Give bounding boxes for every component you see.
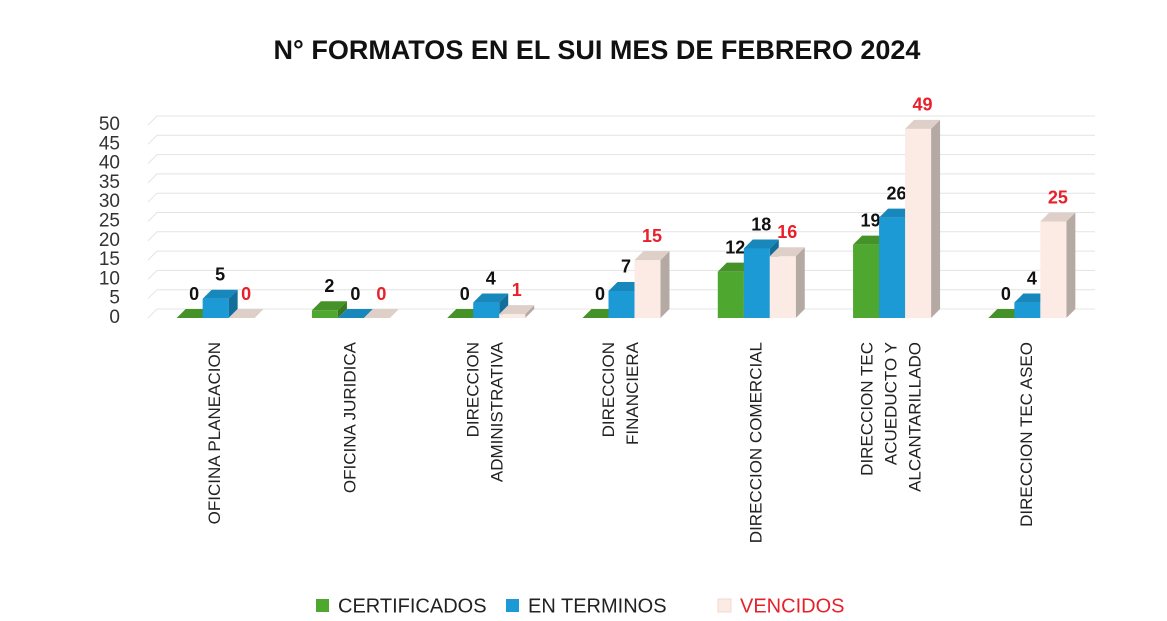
data-label: 4 — [1027, 268, 1037, 288]
bar-side — [337, 301, 347, 318]
y-tick-label: 50 — [99, 114, 120, 135]
bar — [1014, 302, 1041, 318]
legend-label: VENCIDOS — [740, 595, 844, 617]
x-tick-label: OFICINA JURIDICA — [340, 341, 359, 493]
data-label: 18 — [751, 214, 771, 234]
grid-line — [147, 231, 1095, 242]
x-tick-label: DIRECCION COMERCIAL — [746, 342, 765, 543]
data-label: 0 — [189, 284, 199, 304]
bar-top — [363, 309, 399, 318]
y-tick-label: 0 — [109, 307, 120, 328]
bar-top — [202, 289, 238, 299]
x-tick-label: ACUEDUCTO Y — [882, 342, 901, 465]
legend-label: CERTIFICADOS — [338, 595, 487, 617]
data-label: 0 — [1001, 284, 1011, 304]
x-tick-label: OFICINA PLANEACION — [205, 342, 224, 524]
bar-side — [525, 305, 535, 318]
bar — [879, 217, 906, 318]
data-label: 19 — [861, 210, 881, 230]
y-tick-label: 15 — [99, 249, 120, 270]
y-tick-label: 25 — [99, 211, 120, 232]
bar-top — [311, 301, 347, 311]
bar-top — [1040, 212, 1076, 222]
chart-title: N° FORMATOS EN EL SUI MES DE FEBRERO 202… — [274, 35, 921, 65]
legend-swatch — [506, 599, 519, 612]
data-label: 25 — [1048, 187, 1068, 207]
y-tick-label: 10 — [99, 268, 120, 289]
bar-top — [905, 119, 941, 129]
grid-line — [147, 134, 1095, 145]
bar-side — [228, 289, 238, 318]
bar — [853, 244, 880, 318]
data-label: 0 — [350, 284, 360, 304]
data-label: 2 — [324, 276, 334, 296]
bar — [634, 260, 661, 318]
data-label: 12 — [725, 237, 745, 257]
x-tick-label: FINANCIERA — [623, 341, 642, 445]
data-label: 15 — [642, 226, 662, 246]
data-label: 7 — [621, 257, 631, 277]
bar-top — [743, 239, 779, 249]
bar — [905, 128, 932, 318]
data-label: 4 — [486, 268, 496, 288]
data-label: 0 — [595, 284, 605, 304]
bar — [473, 302, 500, 318]
bar — [311, 310, 338, 318]
bar-top — [337, 309, 373, 318]
grid-line — [147, 115, 1095, 126]
bar-side — [660, 251, 670, 318]
bar — [717, 271, 744, 318]
bar-top — [769, 247, 805, 257]
legend-swatch — [717, 598, 732, 613]
bar-side — [795, 247, 805, 318]
bar — [499, 314, 526, 318]
y-tick-label: 30 — [99, 191, 120, 212]
x-tick-label: DIRECCION TEC — [858, 342, 877, 476]
y-tick-label: 40 — [99, 153, 120, 174]
x-tick-label: DIRECCION TEC ASEO — [1017, 342, 1036, 527]
x-tick-label: ALCANTARILLADO — [906, 342, 925, 492]
bar-side — [1066, 212, 1076, 318]
grid-line — [147, 212, 1095, 222]
bar — [769, 256, 796, 318]
legend-swatch — [316, 599, 329, 612]
y-tick-label: 35 — [99, 172, 120, 193]
data-label: 1 — [512, 280, 522, 300]
bar-top — [499, 305, 535, 315]
data-label: 0 — [241, 284, 251, 304]
x-tick-label: DIRECCION — [464, 342, 483, 437]
bar — [743, 248, 770, 318]
x-tick-label: ADMINISTRATIVA — [488, 341, 507, 482]
bar — [608, 290, 635, 318]
data-label: 49 — [913, 95, 933, 115]
grid-line — [147, 173, 1095, 184]
grid-line — [147, 154, 1095, 164]
bar — [1040, 221, 1067, 318]
data-label: 5 — [215, 264, 225, 284]
bar-side — [931, 119, 941, 318]
data-label: 0 — [376, 284, 386, 304]
legend-label: EN TERMINOS — [528, 595, 667, 617]
bar — [202, 298, 229, 318]
bar-top — [634, 251, 670, 261]
data-label: 26 — [887, 183, 907, 203]
data-label: 0 — [460, 284, 470, 304]
y-tick-label: 45 — [99, 133, 120, 154]
bar-top — [473, 293, 509, 303]
x-tick-label: DIRECCION — [599, 342, 618, 437]
y-tick-label: 20 — [99, 230, 120, 251]
grid-line — [147, 192, 1095, 203]
data-label: 16 — [777, 222, 797, 242]
y-tick-label: 5 — [109, 288, 120, 309]
bar-top — [228, 309, 264, 318]
